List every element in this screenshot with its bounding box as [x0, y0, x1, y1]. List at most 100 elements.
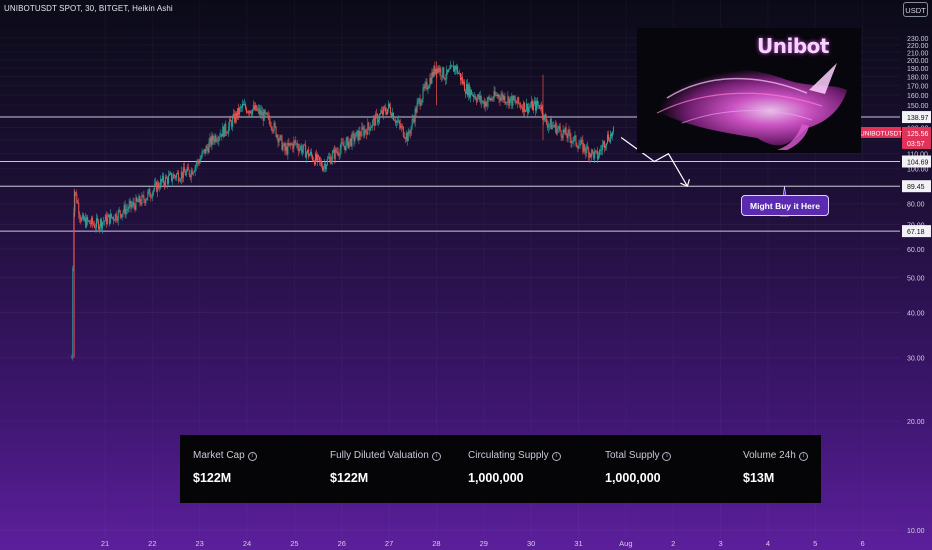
- candle-body: [430, 77, 432, 84]
- candle-body: [395, 120, 397, 123]
- candle-body: [402, 126, 404, 137]
- candle-body: [489, 98, 491, 101]
- candle-body: [331, 152, 333, 160]
- y-tick-label: 10.00: [907, 528, 925, 535]
- candle-body: [212, 135, 214, 141]
- candle-body: [417, 100, 419, 103]
- candle-body: [290, 143, 292, 145]
- candle-body: [389, 106, 391, 114]
- y-axis[interactable]: 10.0020.0030.0040.0050.0060.0070.0080.00…: [857, 36, 931, 535]
- candle-body: [577, 146, 579, 149]
- candle-body: [374, 117, 376, 126]
- candle-body: [90, 223, 92, 225]
- candle-body: [228, 125, 230, 133]
- candle-body: [131, 205, 133, 208]
- y-tick-label: 170.00: [907, 83, 929, 90]
- candle-body: [419, 98, 421, 106]
- info-icon[interactable]: i: [431, 452, 441, 461]
- info-icon[interactable]: i: [247, 452, 257, 461]
- candle-body: [96, 218, 98, 228]
- candle-body: [94, 224, 96, 228]
- x-tick-label: 21: [101, 539, 109, 548]
- candle-body: [284, 143, 286, 151]
- candle-body: [601, 149, 603, 151]
- candle-body: [603, 141, 605, 145]
- candle-body: [458, 73, 460, 74]
- candle-body: [187, 166, 189, 171]
- candle-body: [316, 155, 318, 161]
- candle-body: [435, 68, 437, 74]
- y-tick-label: 200.00: [907, 58, 929, 65]
- candle-body: [345, 140, 347, 151]
- x-tick-label: 23: [196, 539, 204, 548]
- metric-value: $122M: [330, 471, 369, 485]
- candle-body: [330, 159, 332, 164]
- y-tick-label: 110.00: [907, 152, 928, 159]
- candle-body: [581, 140, 583, 141]
- x-tick-label: Aug: [619, 539, 632, 548]
- x-tick-label: 6: [861, 539, 865, 548]
- candle-body: [428, 86, 430, 89]
- candle-body: [325, 164, 327, 170]
- candle-body: [198, 161, 200, 164]
- level-label: 89.45: [907, 184, 925, 191]
- candle-body: [266, 112, 268, 116]
- candle-body: [340, 142, 342, 149]
- metric-label: Market Cap: [193, 450, 245, 461]
- candle-body: [442, 67, 444, 78]
- candle-body: [129, 200, 131, 204]
- candle-body: [463, 81, 465, 92]
- candle-body: [315, 153, 317, 165]
- candle-body: [549, 118, 551, 125]
- candle-body: [335, 148, 337, 153]
- price-label: 125.56: [907, 131, 929, 138]
- candle-body: [354, 138, 356, 142]
- candle-body: [531, 101, 533, 107]
- candle-body: [433, 66, 435, 77]
- candle-body: [279, 135, 281, 140]
- x-tick-label: 28: [432, 539, 440, 548]
- info-icon[interactable]: i: [798, 452, 808, 461]
- candle-body: [277, 135, 279, 143]
- x-axis[interactable]: 21 22 23 24 25 26 27 28 29 30 31 Aug 2 3 4 5 6: [101, 539, 865, 548]
- candle-body: [429, 77, 431, 87]
- candle-body: [587, 145, 589, 150]
- candle-body: [353, 133, 355, 142]
- candle-body: [518, 97, 520, 104]
- unicorn-icon: [645, 63, 847, 150]
- candle-body: [227, 132, 229, 134]
- candle-body: [243, 104, 245, 106]
- candle-body: [123, 205, 125, 212]
- candle-body: [369, 126, 371, 131]
- candle-body: [350, 138, 352, 147]
- candle-body: [355, 132, 357, 139]
- candle-body: [469, 89, 471, 98]
- candle-body: [555, 123, 557, 134]
- candle-body: [444, 78, 446, 80]
- candle-body: [254, 105, 256, 110]
- candle-body: [456, 66, 458, 70]
- candle-body: [218, 137, 220, 142]
- candle-body: [344, 145, 346, 151]
- metric-value: 1,000,000: [468, 471, 524, 485]
- candle-body: [460, 73, 462, 81]
- metrics-panel: Market Cap i $122M Fully Diluted Valuatio…: [180, 435, 821, 503]
- candle-body: [593, 151, 595, 159]
- candle-body: [313, 160, 315, 162]
- candle-body: [263, 110, 265, 121]
- currency-button[interactable]: USDT: [903, 2, 928, 17]
- candle-body: [100, 219, 102, 229]
- candle-body: [309, 154, 311, 157]
- info-icon[interactable]: i: [662, 452, 672, 461]
- candle-body: [248, 110, 250, 113]
- candle-body: [333, 149, 335, 159]
- candle-body: [72, 268, 74, 358]
- candle-body: [157, 182, 159, 192]
- candle-body: [130, 200, 132, 208]
- candle-body: [286, 146, 288, 155]
- candle-body: [406, 133, 408, 142]
- candle-body: [409, 133, 411, 135]
- info-icon[interactable]: i: [551, 452, 561, 461]
- candle-body: [483, 101, 485, 108]
- candle-body: [365, 129, 367, 132]
